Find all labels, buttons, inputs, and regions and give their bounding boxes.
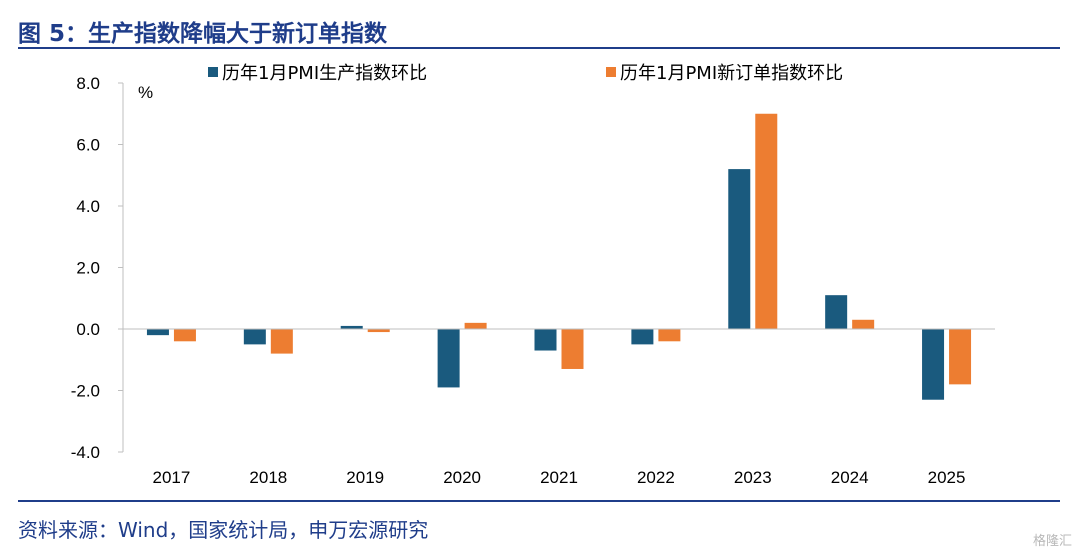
legend-swatch [208, 67, 218, 77]
title-divider [18, 47, 1060, 49]
source-note: 资料来源：Wind，国家统计局，申万宏源研究 [18, 518, 429, 542]
bar-new-orders-2017 [173, 329, 196, 342]
legend: 历年1月PMI生产指数环比 历年1月PMI新订单指数环比 [208, 63, 843, 84]
y-tick-label: 8.0 [76, 74, 100, 93]
x-tick-label: 2025 [928, 468, 966, 487]
bar-production-2021 [534, 329, 557, 351]
bar-new-orders-2024 [852, 319, 875, 329]
chart-title: 图 5：生产指数降幅大于新订单指数 [18, 21, 388, 47]
x-tick-label: 2021 [540, 468, 578, 487]
y-axis: 8.0 6.0 4.0 2.0 0.0 -2.0 -4.0 [71, 74, 124, 462]
source-divider [18, 500, 1060, 502]
bar-chart: 历年1月PMI生产指数环比 历年1月PMI新订单指数环比 % 8.0 6.0 4.0 2… [71, 63, 995, 487]
x-axis: 2017 2018 2019 2020 2021 2022 2023 2024 2025 [123, 328, 995, 487]
x-tick-label: 2017 [153, 468, 191, 487]
y-tick-label: 4.0 [76, 197, 100, 216]
bar-production-2019 [340, 325, 363, 329]
x-tick-label: 2020 [443, 468, 481, 487]
bar-new-orders-2021 [561, 329, 584, 369]
y-tick-label: 0.0 [76, 320, 100, 339]
y-tick-label: -4.0 [71, 443, 100, 462]
bar-new-orders-2020 [464, 322, 487, 329]
bar-production-2018 [243, 329, 266, 345]
bar-production-2020 [437, 329, 460, 388]
bar-production-2025 [922, 329, 945, 400]
bars [146, 113, 972, 400]
legend-label: 历年1月PMI生产指数环比 [222, 63, 427, 84]
bar-new-orders-2023 [755, 113, 778, 329]
bar-production-2023 [728, 169, 751, 329]
y-axis-unit: % [138, 83, 153, 102]
watermark-logo: 格隆汇 [1032, 534, 1072, 549]
x-tick-label: 2022 [637, 468, 675, 487]
bar-production-2017 [146, 329, 169, 336]
bar-new-orders-2018 [270, 329, 293, 354]
x-tick-label: 2018 [249, 468, 287, 487]
x-tick-label: 2023 [734, 468, 772, 487]
bar-production-2022 [631, 329, 654, 345]
y-tick-label: -2.0 [71, 382, 100, 401]
bar-production-2024 [825, 295, 848, 329]
legend-swatch [606, 67, 616, 77]
y-tick-label: 6.0 [76, 136, 100, 155]
y-tick-label: 2.0 [76, 259, 100, 278]
legend-label: 历年1月PMI新订单指数环比 [620, 63, 843, 84]
x-tick-label: 2024 [831, 468, 869, 487]
x-tick-label: 2019 [346, 468, 384, 487]
bar-new-orders-2022 [658, 329, 681, 342]
bar-new-orders-2025 [949, 329, 972, 385]
bar-new-orders-2019 [367, 329, 390, 333]
